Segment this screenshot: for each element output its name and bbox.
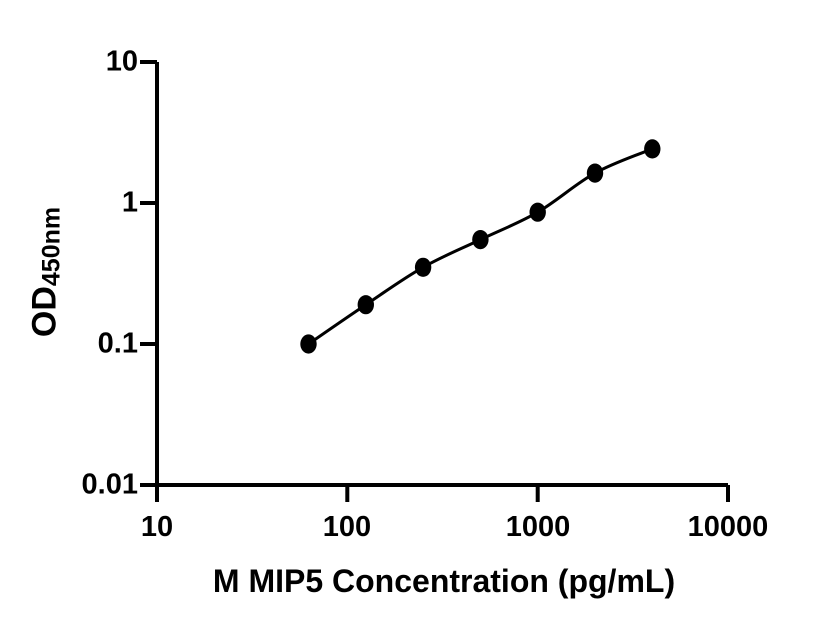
data-point-marker xyxy=(529,202,546,222)
y-tick-label: 0.1 xyxy=(97,327,138,360)
tick-marks xyxy=(140,60,730,502)
y-tick-label: 10 xyxy=(105,45,138,78)
y-tick-label: 1 xyxy=(121,186,138,219)
x-tick-label: 1000 xyxy=(505,511,571,543)
data-point-marker xyxy=(472,230,489,250)
data-point-marker xyxy=(644,139,661,159)
y-tick-label: 0.01 xyxy=(81,468,138,501)
x-tick-label: 10000 xyxy=(687,511,769,543)
x-tick-label: 100 xyxy=(322,511,372,543)
y-axis-title-subscript: 450nm xyxy=(37,206,66,287)
y-axis-title: OD450nm xyxy=(26,207,67,337)
data-point-marker xyxy=(357,295,374,315)
x-axis-title: M MIP5 Concentration (pg/mL) xyxy=(212,563,676,599)
x-tick-label: 10 xyxy=(140,511,174,543)
data-point-marker xyxy=(300,334,317,354)
axis-spine xyxy=(155,62,728,487)
data-point-marker xyxy=(586,163,604,183)
data-point-marker xyxy=(414,257,432,277)
data-points xyxy=(300,139,661,354)
